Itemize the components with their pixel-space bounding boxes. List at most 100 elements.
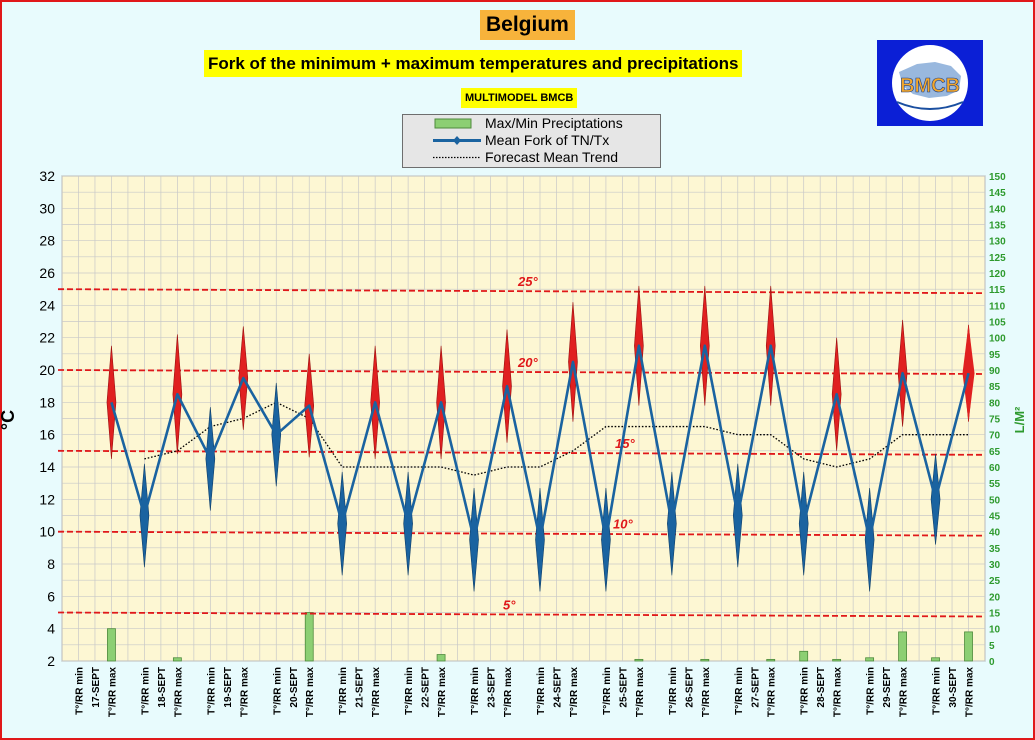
legend-label-precipitation: Max/Min Preciptations [485,115,623,131]
y-tick-label: 16 [39,427,55,443]
x-tick-label: T°/RR min [668,667,679,715]
x-tick-label: T°/RR max [305,667,316,718]
y-right-tick-label: 135 [989,221,1006,232]
precipitation-bar [436,654,446,662]
x-tick-label: T°/RR max [239,667,250,718]
x-date-label: 20-SEPT [289,667,300,708]
threshold-label: 5° [503,598,516,613]
y-right-tick-label: 100 [989,334,1006,345]
y-right-tick-label: 35 [989,544,1001,555]
threshold-label: 20° [517,355,538,370]
y-right-tick-label: 110 [989,301,1006,312]
x-date-label: 26-SEPT [684,667,695,708]
x-date-label: 24-SEPT [552,667,563,708]
precipitation-swatch-icon [434,118,472,129]
legend-label-trend: Forecast Mean Trend [485,149,619,165]
y-right-tick-label: 5 [989,641,995,652]
precipitation-bar [766,658,776,662]
y-right-tick-label: 75 [989,415,1001,426]
x-tick-label: T°/RR max [833,667,844,718]
y-right-tick-label: 10 [989,625,1001,636]
y-right-tick-label: 70 [989,431,1001,442]
y-right-tick-label: 80 [989,398,1001,409]
x-tick-label: T°/RR max [107,667,118,718]
legend-item-precipitation: Max/Min Preciptations [403,115,660,132]
x-date-label: 29-SEPT [882,667,893,708]
precipitation-bar [107,628,116,662]
legend-item-temperature: Mean Fork of TN/Tx [403,132,660,149]
y-right-tick-label: 30 [989,560,1001,571]
y-right-tick-label: 105 [989,318,1006,329]
y-right-tick-label: 120 [989,269,1006,280]
x-tick-label: T°/RR max [569,667,580,718]
x-date-label: 22-SEPT [421,667,432,708]
x-tick-label: T°/RR max [371,667,382,718]
y-right-tick-label: 85 [989,382,1001,393]
precipitation-bar [964,631,973,662]
precipitation-bar [799,650,809,662]
precipitation-bar [898,631,907,662]
chart-subtitle: MULTIMODEL BMCB [461,88,578,108]
y-right-tick-label: 90 [989,366,1001,377]
country-title: Belgium [480,10,575,40]
x-tick-label: T°/RR min [404,667,415,715]
threshold-label: 10° [613,517,633,532]
x-date-label: 30-SEPT [948,667,959,708]
y-right-tick-label: 65 [989,447,1001,458]
y-right-tick-label: 130 [989,237,1006,248]
y-tick-label: 30 [39,200,55,216]
svg-text:BMCB: BMCB [900,75,960,97]
y-axis-right: 0 5 10 15 20 25 30 35 40 45 50 55 60 65 70 75 80 85 90 95 10… [989,172,1027,668]
y-right-tick-label: 95 [989,350,1001,361]
y-right-tick-label: 125 [989,253,1006,264]
x-tick-label: T°/RR max [437,667,448,718]
y-right-tick-label: 140 [989,204,1006,215]
precipitation-bar [304,612,314,662]
y-right-tick-label: 25 [989,576,1001,587]
dotted-line-icon [433,156,481,159]
x-tick-label: T°/RR max [635,667,646,718]
y-tick-label: 28 [39,233,55,249]
logo-emblem-icon: BMCB [892,45,968,121]
y-tick-label: 14 [39,459,55,475]
y-right-tick-label: 50 [989,495,1001,506]
y-right-tick-label: 45 [989,512,1001,523]
precipitation-bar [865,657,875,662]
precipitation-bars [107,612,973,662]
precipitation-bar [700,658,710,662]
x-date-label: 27-SEPT [750,667,761,708]
y-right-tick-label: 115 [989,285,1006,296]
x-tick-label: T°/RR min [536,667,547,715]
y-tick-label: 24 [39,297,55,313]
y-tick-label: 32 [39,168,55,184]
y-right-tick-label: 20 [989,592,1001,603]
x-date-label: 18-SEPT [157,667,168,708]
blue-line-diamond-icon [433,136,481,145]
precipitation-bar [634,658,644,662]
y-right-axis-label: L/M² [1012,406,1027,433]
y-right-tick-label: 15 [989,609,1001,620]
y-axis-label: °C [0,410,18,430]
threshold-line [57,288,986,295]
y-right-tick-label: 55 [989,479,1001,490]
x-tick-label: T°/RR min [272,667,283,715]
y-tick-label: 20 [39,362,55,378]
chart-title: Fork of the minimum + maximum temperatur… [204,50,743,77]
y-right-tick-label: 150 [989,172,1006,183]
mean-fork-series [110,344,970,542]
y-tick-label: 2 [47,653,55,669]
y-right-tick-label: 60 [989,463,1001,474]
threshold-label: 25° [517,274,538,289]
y-tick-label: 26 [39,265,55,281]
x-tick-label: T°/RR max [173,667,184,718]
mean-fork-line [110,344,970,542]
threshold-line [57,530,986,537]
x-tick-label: T°/RR min [470,667,481,715]
threshold-line [57,611,986,618]
y-tick-label: 10 [39,524,55,540]
x-tick-label: T°/RR min [74,667,85,715]
y-right-tick-label: 0 [989,657,995,668]
x-tick-label: T°/RR min [800,667,811,715]
